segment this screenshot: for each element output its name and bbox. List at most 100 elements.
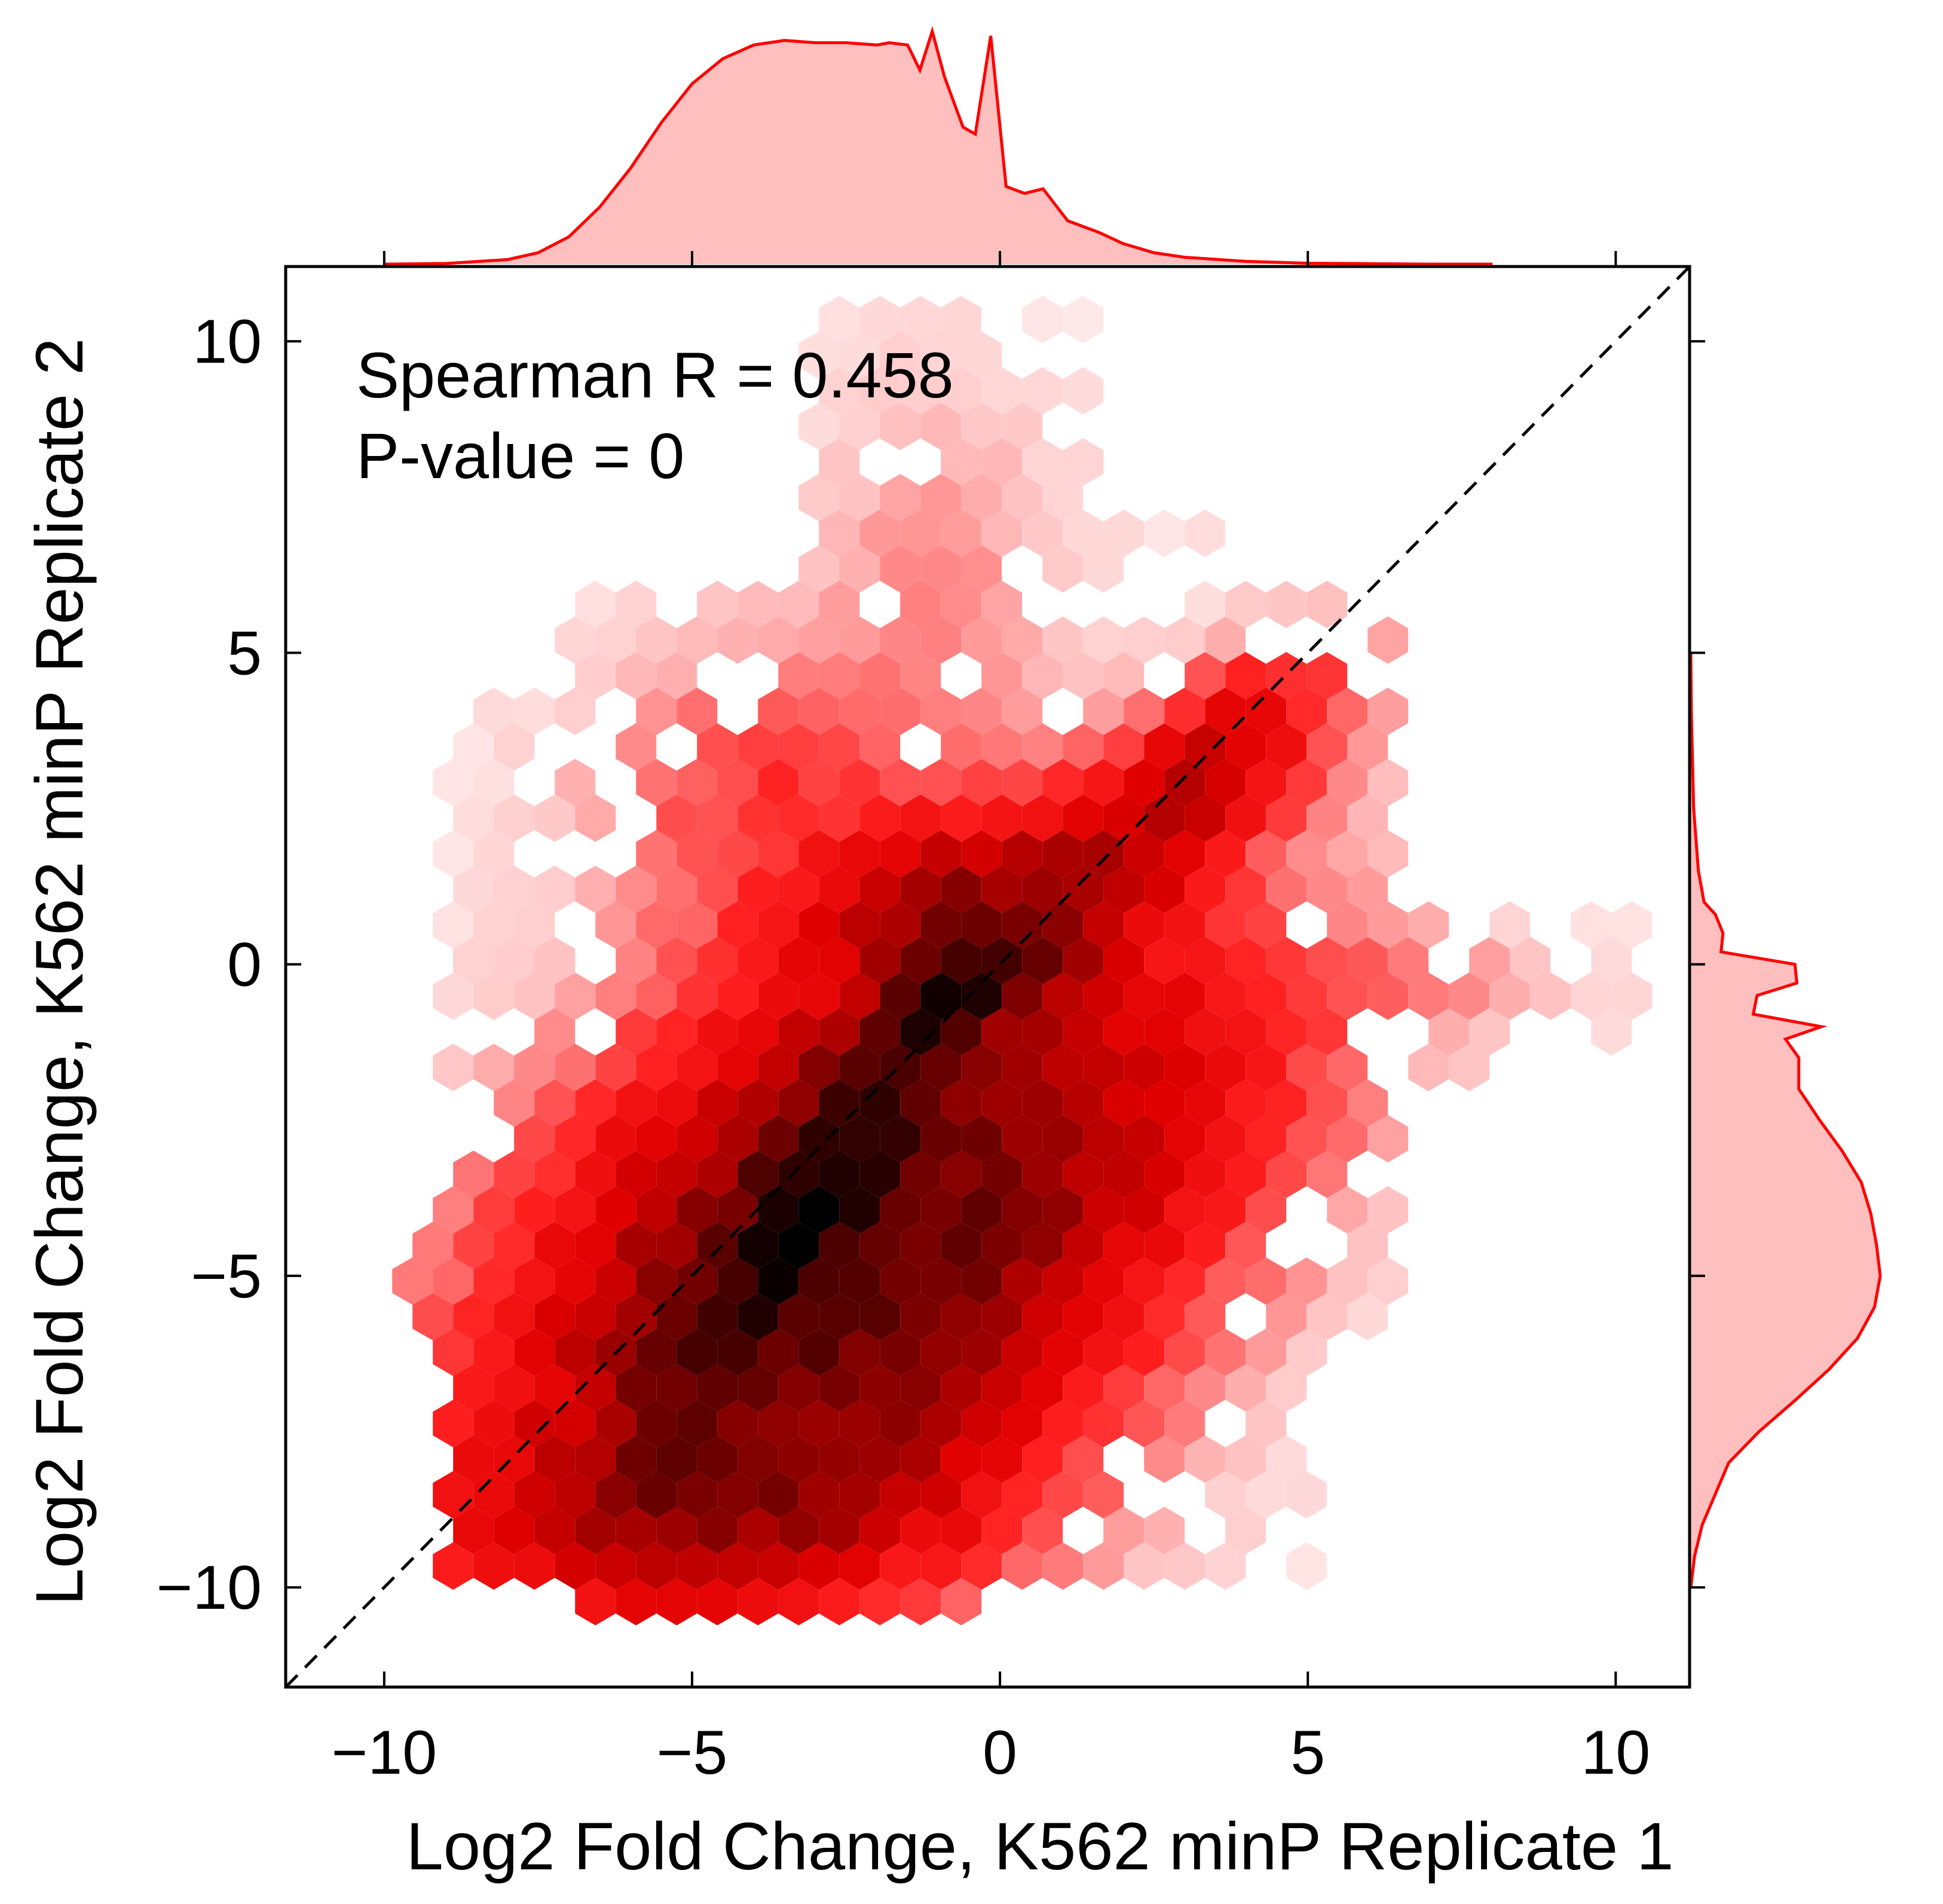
hexbin-cell bbox=[920, 687, 962, 735]
hexbin-cell bbox=[819, 794, 860, 842]
hexbin-cell bbox=[880, 474, 921, 522]
hexbin-cell bbox=[677, 1186, 718, 1234]
hexbin-cell bbox=[859, 1507, 901, 1554]
hexbin-cell bbox=[758, 687, 799, 735]
hexbin-cell bbox=[1306, 723, 1348, 771]
hexbin-cell bbox=[900, 1364, 941, 1412]
hexbin-cell bbox=[717, 829, 758, 878]
hexbin-cell bbox=[1246, 829, 1287, 878]
hexbin-cell bbox=[656, 936, 697, 985]
hexbin-cell bbox=[1306, 1150, 1348, 1198]
hexbin-cell bbox=[514, 1400, 555, 1447]
hexbin-cell bbox=[1063, 1150, 1104, 1198]
hexbin-cell bbox=[819, 580, 860, 629]
hexbin-cell bbox=[575, 1435, 616, 1483]
hexbin-cell bbox=[981, 723, 1023, 771]
hexbin-cell bbox=[595, 1043, 637, 1091]
y-axis-label: Log2 Fold Change, K562 minP Replicate 2 bbox=[22, 338, 97, 1605]
hexbin-cell bbox=[920, 474, 962, 522]
hexbin-cell bbox=[920, 545, 962, 593]
hexbin-cell bbox=[717, 1471, 758, 1519]
hexbin-cell bbox=[656, 1578, 697, 1626]
hexbin-cell bbox=[595, 1471, 637, 1519]
hexbin-cell bbox=[819, 509, 860, 558]
hexbin-cell bbox=[1367, 972, 1409, 1020]
hexbin-cell bbox=[1205, 1471, 1246, 1519]
hexbin-cell bbox=[1144, 1293, 1185, 1340]
hexbin-cell bbox=[473, 1471, 515, 1519]
hexbin-cell bbox=[880, 1471, 921, 1519]
hexbin-cell bbox=[636, 1043, 677, 1091]
hexbin-cell bbox=[758, 972, 799, 1020]
hexbin-cell bbox=[1327, 829, 1368, 878]
hexbin-cell bbox=[1083, 1043, 1124, 1091]
hexbin-cell bbox=[738, 580, 779, 629]
hexbin-cell bbox=[1327, 901, 1368, 949]
hexbin-cell bbox=[1124, 1043, 1165, 1091]
hexbin-cell bbox=[412, 1293, 454, 1340]
hexbin-cell bbox=[1002, 1471, 1043, 1519]
hexbin-cell bbox=[1103, 794, 1145, 842]
hexbin-cell bbox=[1002, 1328, 1043, 1376]
hexbin-cell bbox=[1205, 901, 1246, 949]
hexbin-cell bbox=[941, 367, 982, 415]
hexbin-cell bbox=[433, 1257, 474, 1305]
hexbin-cell bbox=[473, 901, 515, 949]
hexbin-cell bbox=[494, 936, 535, 985]
hexbin-cell bbox=[961, 474, 1002, 522]
hexbin-cell bbox=[677, 1257, 718, 1305]
hexbin-cell bbox=[1367, 829, 1409, 878]
hexbin-cell bbox=[697, 1578, 738, 1626]
hexbin-cell bbox=[1286, 1471, 1327, 1519]
hexbin-cell bbox=[717, 616, 758, 664]
hexbin-cell bbox=[1144, 1364, 1185, 1412]
hexbin-cell bbox=[1469, 1008, 1510, 1056]
hexbin-cell bbox=[1185, 865, 1226, 913]
hexbin-cell bbox=[1388, 936, 1429, 985]
hexbin-cell bbox=[575, 1293, 616, 1340]
hexbin-cell bbox=[1002, 1043, 1043, 1091]
hexbin-cell bbox=[1083, 1542, 1124, 1590]
hexbin-cell bbox=[1002, 1115, 1043, 1163]
hexbin-cell bbox=[880, 1328, 921, 1376]
hexbin-cell bbox=[920, 1400, 962, 1447]
hexbin-cell bbox=[1144, 936, 1185, 985]
hexbin-cell bbox=[798, 1115, 840, 1163]
hexbin-cell bbox=[1103, 723, 1145, 771]
hexbin-cell bbox=[555, 758, 596, 807]
hexbin-cell bbox=[1022, 1435, 1063, 1483]
hexbin-cell bbox=[1124, 616, 1165, 664]
hexbin-cell bbox=[961, 972, 1002, 1020]
hexbin-cell bbox=[778, 723, 819, 771]
hexbin-cell bbox=[981, 1507, 1023, 1554]
hexbin-cell bbox=[1022, 1293, 1063, 1340]
hexbin-cell bbox=[981, 1435, 1023, 1483]
hexbin-cell bbox=[839, 1328, 880, 1376]
hexbin-cell bbox=[453, 1293, 494, 1340]
hexbin-cell bbox=[819, 936, 860, 985]
hexbin-cell bbox=[697, 1222, 738, 1269]
hexbin-cell bbox=[1002, 616, 1043, 664]
hexbin-cell bbox=[798, 331, 840, 379]
hexbin-cell bbox=[494, 1150, 535, 1198]
hexbin-cell bbox=[1347, 1079, 1388, 1127]
hexbin-cell bbox=[1103, 509, 1145, 558]
hexbin-cell bbox=[1225, 936, 1266, 985]
hexbin-cell bbox=[738, 1222, 779, 1269]
hexbin-cell bbox=[819, 1578, 860, 1626]
hexbin-cell bbox=[514, 972, 555, 1020]
hexbin-cell bbox=[778, 1578, 819, 1626]
hexbin-cell bbox=[839, 758, 880, 807]
hexbin-cell bbox=[1205, 1328, 1246, 1376]
hexbin-cell bbox=[656, 1435, 697, 1483]
hexbin-cell bbox=[1042, 545, 1084, 593]
hexbin-cell bbox=[1083, 1186, 1124, 1234]
hexbin-cell bbox=[555, 1328, 596, 1376]
hexbin-cell bbox=[941, 865, 982, 913]
identity-line bbox=[286, 267, 1690, 1687]
hexbin-cell bbox=[758, 1257, 799, 1305]
hexbin-cell bbox=[1571, 901, 1612, 949]
hexbin-cell bbox=[1083, 616, 1124, 664]
hexbin-cell bbox=[1408, 901, 1449, 949]
hexbin-cell bbox=[697, 1150, 738, 1198]
